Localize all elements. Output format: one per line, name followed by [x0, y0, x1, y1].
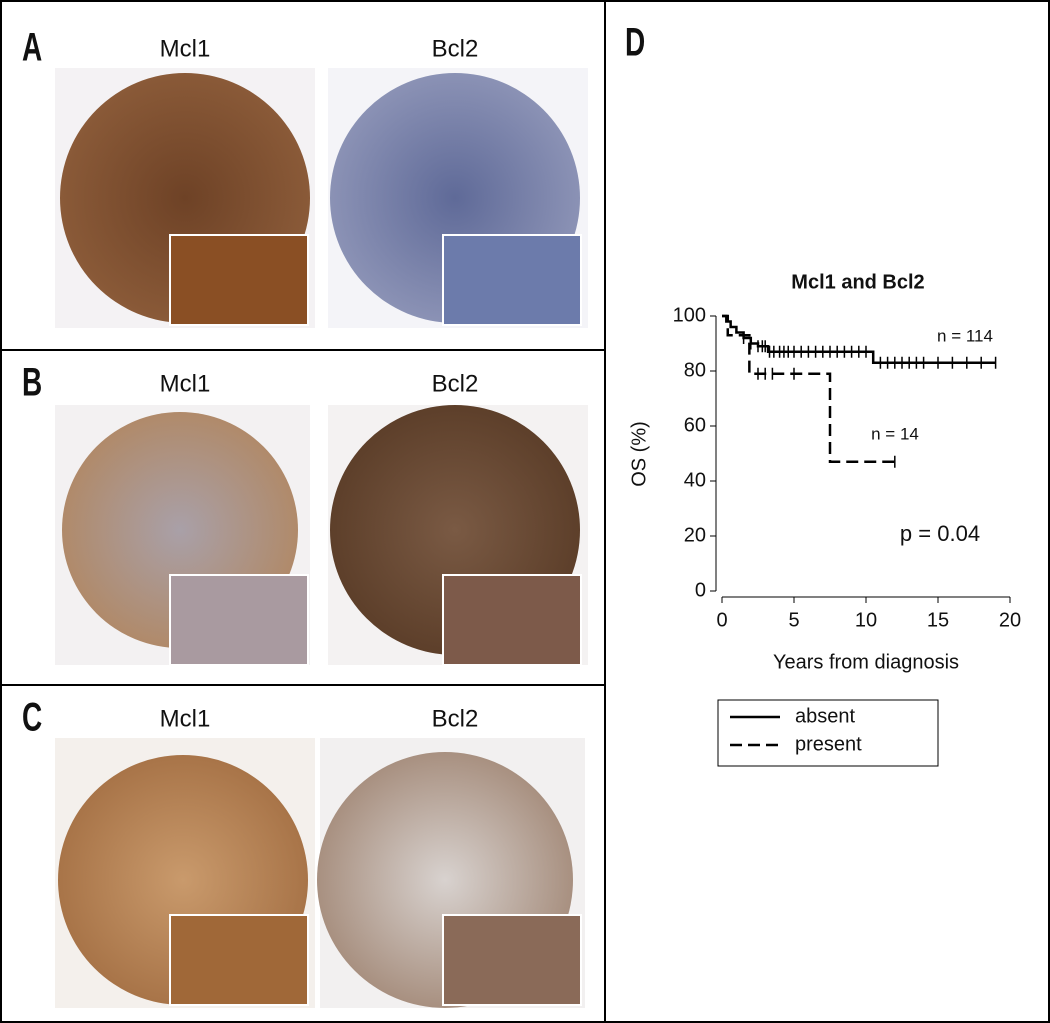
panel-title: Bcl2 [432, 35, 479, 62]
legend-label: present [795, 733, 862, 755]
x-axis-label: Years from diagnosis [773, 651, 959, 673]
y-tick-label: 20 [684, 524, 706, 546]
y-axis-label: OS (%) [628, 421, 650, 487]
x-tick-label: 15 [927, 609, 949, 631]
annotation: n = 114 [937, 326, 993, 345]
legend-box [717, 699, 939, 767]
annotation: p = 0.04 [900, 521, 980, 546]
survival-curve [722, 314, 895, 463]
annotation: n = 14 [871, 424, 919, 443]
panel-c-images [55, 738, 585, 1008]
panel-title: Bcl2 [432, 705, 479, 732]
panel-b-images [55, 405, 588, 666]
y-tick-label: 0 [695, 579, 706, 601]
panel-label: B [22, 361, 42, 405]
y-tick-label: 40 [684, 469, 706, 491]
survival-curve [722, 314, 996, 364]
panel-label: C [22, 696, 42, 740]
x-tick-label: 20 [999, 609, 1021, 631]
x-tick-label: 10 [855, 609, 877, 631]
panel-label: D [625, 21, 645, 65]
chart-title: Mcl1 and Bcl2 [791, 271, 924, 293]
panel-title: Mcl1 [160, 705, 211, 732]
panel-title: Mcl1 [160, 35, 211, 62]
legend-label: absent [795, 705, 855, 727]
panel-a-images [55, 68, 588, 328]
panel-title: Bcl2 [432, 370, 479, 397]
x-tick-label: 5 [788, 609, 799, 631]
panel-title: Mcl1 [160, 370, 211, 397]
y-tick-label: 80 [684, 359, 706, 381]
panel-label: A [22, 26, 42, 70]
y-tick-label: 100 [673, 304, 706, 326]
x-tick-label: 0 [716, 609, 727, 631]
y-tick-label: 60 [684, 414, 706, 436]
